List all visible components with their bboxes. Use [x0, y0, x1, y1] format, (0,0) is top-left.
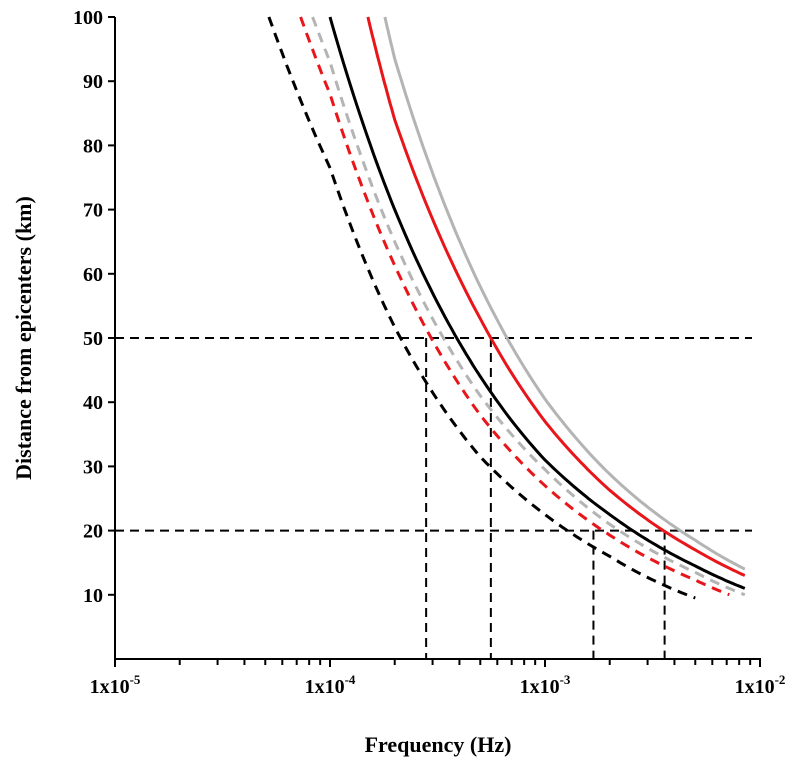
y-tick-label: 10	[83, 585, 103, 607]
x-tick-label: 1x10-5	[90, 672, 141, 698]
x-axis-title: Frequency (Hz)	[365, 732, 512, 757]
y-tick-label: 40	[83, 392, 103, 414]
solid-series-line	[366, 16, 746, 577]
y-tick-label: 50	[83, 328, 103, 350]
x-tick-exponent: -3	[560, 672, 571, 687]
x-tick-label: 1x10-4	[305, 672, 356, 698]
x-axis-ticks: 1x10-5 1x10-4 1x10-3 1x10-2	[90, 659, 786, 698]
y-tick-label: 80	[83, 135, 103, 157]
dashed-series-line	[267, 16, 696, 600]
x-tick-label: 1x10-3	[520, 672, 571, 698]
x-tick-mantissa: 1x10	[305, 676, 345, 698]
solid-series-line	[328, 16, 746, 590]
y-tick-label: 90	[83, 71, 103, 93]
reference-lines	[115, 337, 752, 659]
y-tick-label: 70	[83, 200, 103, 222]
y-tick-label: 20	[83, 521, 103, 543]
solid-series-line	[383, 16, 746, 571]
x-tick-mantissa: 1x10	[520, 676, 560, 698]
dashed-series-line	[299, 16, 730, 597]
x-tick-exponent: -4	[345, 672, 356, 687]
x-tick-mantissa: 1x10	[735, 676, 775, 698]
x-tick-exponent: -2	[775, 672, 786, 687]
x-tick-exponent: -5	[130, 672, 141, 687]
series-curves	[267, 16, 746, 600]
x-tick-label: 1x10-2	[735, 672, 786, 698]
y-tick-label: 30	[83, 456, 103, 478]
y-tick-label: 60	[83, 264, 103, 286]
dashed-series-line	[311, 16, 746, 597]
y-axis-title: Distance from epicenters (km)	[11, 196, 36, 480]
x-tick-mantissa: 1x10	[90, 676, 130, 698]
y-tick-label: 100	[73, 7, 103, 29]
y-axis-ticks: 10 20 30 40 50 60 70 80 90 100	[73, 7, 115, 607]
